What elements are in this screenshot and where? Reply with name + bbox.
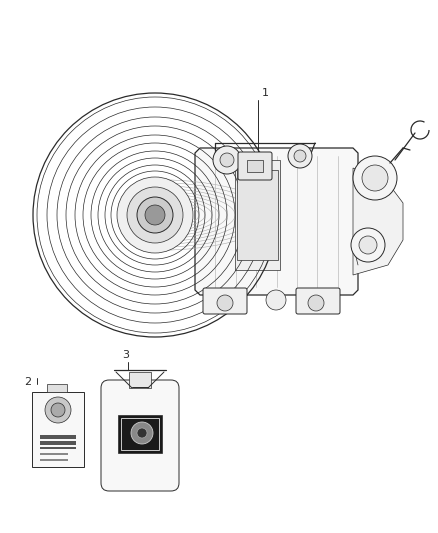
Circle shape [145,205,165,225]
Circle shape [266,290,286,310]
Circle shape [117,177,193,253]
Polygon shape [235,160,280,270]
Text: 3: 3 [122,350,129,360]
FancyBboxPatch shape [101,380,179,491]
Bar [40,447,76,449]
Bar [247,160,263,172]
Bar [40,459,68,461]
Circle shape [294,150,306,162]
Circle shape [288,144,312,168]
Bar [237,170,278,260]
Bar [118,415,162,453]
Text: 2: 2 [24,377,31,387]
Bar [121,418,159,450]
Circle shape [359,236,377,254]
Bar [40,441,76,445]
Circle shape [362,165,388,191]
Circle shape [308,295,324,311]
Circle shape [51,403,65,417]
Bar [47,384,67,392]
Bar [40,453,68,455]
Bar [32,392,84,467]
FancyBboxPatch shape [203,288,247,314]
Bar [129,372,151,388]
Circle shape [213,146,241,174]
Polygon shape [195,148,358,295]
FancyBboxPatch shape [238,152,272,180]
Circle shape [137,428,147,438]
Circle shape [217,295,233,311]
Circle shape [220,153,234,167]
Circle shape [131,422,153,444]
Bar [40,435,76,439]
Circle shape [127,187,183,243]
Text: 1: 1 [262,88,269,98]
Circle shape [351,228,385,262]
FancyBboxPatch shape [296,288,340,314]
Circle shape [137,197,173,233]
Circle shape [45,397,71,423]
Circle shape [353,156,397,200]
Polygon shape [353,168,403,275]
